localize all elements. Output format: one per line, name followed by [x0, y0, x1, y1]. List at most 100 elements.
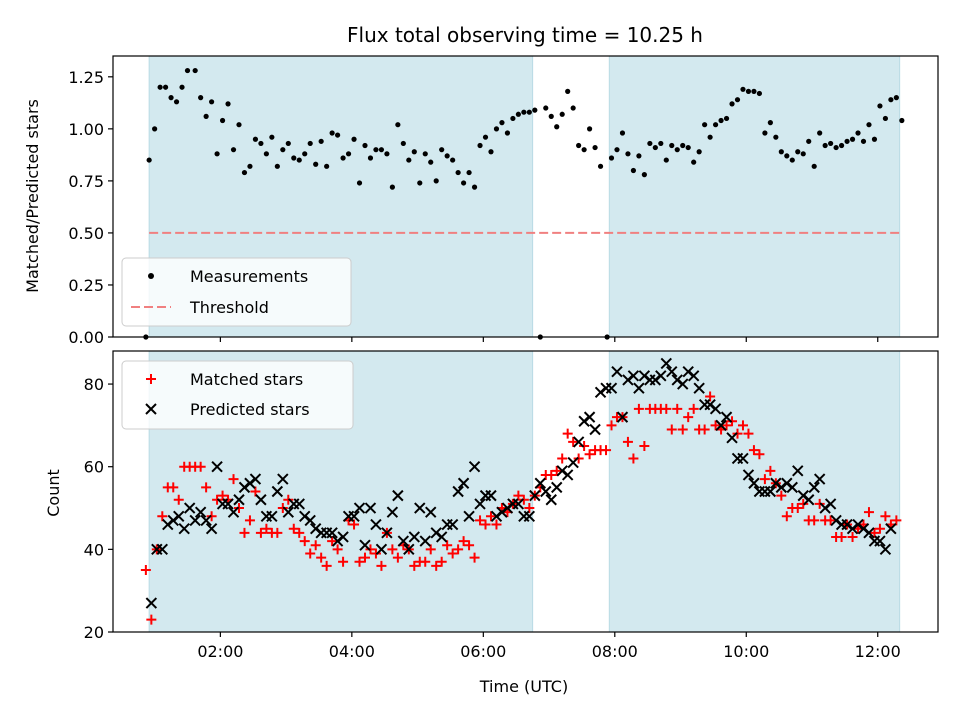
- measurement-point: [280, 147, 286, 153]
- predicted-star-point: [353, 502, 366, 514]
- measurement-point: [586, 126, 593, 132]
- matched-star-point: [633, 403, 644, 414]
- matched-star-point: [776, 490, 787, 501]
- matched-star-point: [217, 490, 228, 501]
- measurement-point: [778, 149, 784, 155]
- predicted-star-point: [425, 506, 437, 518]
- matched-star-point: [869, 527, 880, 538]
- measurement-point: [428, 159, 434, 165]
- predicted-star-point: [419, 535, 431, 547]
- measurement-point: [767, 120, 773, 126]
- measurement-point: [203, 113, 209, 119]
- predicted-star-point: [271, 485, 284, 498]
- matched-star-point: [524, 503, 535, 514]
- predicted-star-point: [742, 469, 755, 481]
- predicted-star-point: [446, 518, 459, 531]
- measurement-point: [893, 95, 899, 101]
- measurement-point: [663, 157, 669, 163]
- measurement-point: [209, 99, 215, 105]
- predicted-star-point: [874, 535, 886, 547]
- measurement-point: [285, 140, 291, 147]
- predicted-star-point: [249, 473, 262, 485]
- measurement-point: [504, 130, 511, 136]
- predicted-star-point: [616, 411, 629, 423]
- measurement-point: [422, 151, 428, 157]
- matched-star-point: [491, 519, 502, 530]
- measurement-point: [828, 140, 834, 147]
- predicted-star-point: [375, 543, 388, 556]
- x-axis-label: Time (UTC): [479, 677, 568, 696]
- predicted-star-point: [211, 460, 223, 473]
- matched-star-point: [480, 519, 491, 530]
- predicted-star-point: [879, 543, 892, 556]
- predicted-star-point: [611, 365, 623, 378]
- matched-star-point: [705, 391, 716, 402]
- predicted-star-point: [737, 452, 749, 465]
- legend-matched-label: Matched stars: [190, 370, 303, 389]
- measurement-point: [702, 122, 708, 128]
- matched-star-point: [442, 540, 453, 551]
- matched-star-point: [863, 507, 874, 518]
- measurement-point: [152, 126, 158, 132]
- measurement-point: [373, 147, 379, 153]
- bottom-panel: 20 40 60 80 02:00 04:00 06:00 08:00 10:00 12:00 Ma…: [84, 350, 939, 661]
- measurement-point: [532, 107, 538, 113]
- measurement-point: [795, 149, 801, 155]
- matched-star-point: [688, 403, 699, 414]
- measurement-point: [658, 140, 664, 147]
- measurement-point: [762, 130, 768, 136]
- measurement-point: [198, 95, 204, 101]
- legend: Matched stars Predicted stars: [121, 360, 354, 430]
- matched-star-point: [475, 515, 486, 526]
- matched-star-point: [568, 436, 579, 447]
- measurement-point: [406, 157, 412, 163]
- matched-star-point: [310, 540, 321, 551]
- measurement-point: [324, 163, 330, 169]
- measurement-point: [751, 88, 757, 94]
- measurement-point: [543, 105, 549, 111]
- matched-star-point: [661, 403, 672, 414]
- measurement-point: [740, 86, 746, 92]
- predicted-star-point: [583, 411, 596, 423]
- predicted-star-point: [381, 527, 393, 539]
- predicted-star-point: [605, 382, 618, 394]
- predicted-star-point: [403, 543, 415, 556]
- measurement-point: [236, 122, 242, 128]
- measurement-point: [680, 142, 686, 149]
- measurement-point: [356, 180, 363, 186]
- measurement-point: [608, 155, 615, 161]
- y-tick-label: 1.25: [68, 68, 104, 87]
- measurement-point: [400, 140, 406, 147]
- predicted-star-point: [803, 494, 815, 506]
- matched-star-point: [354, 556, 365, 567]
- predicted-star-point: [348, 510, 360, 523]
- measurement-point: [899, 117, 905, 124]
- measurement-point: [817, 130, 823, 136]
- matched-star-point: [349, 519, 360, 530]
- legend-matched-marker: [146, 374, 156, 384]
- predicted-star-point: [227, 506, 240, 518]
- matched-star-point: [677, 424, 688, 435]
- predicted-star-point: [205, 522, 218, 535]
- matched-star-point: [288, 523, 299, 534]
- matched-star-point: [601, 445, 612, 456]
- predicted-star-point: [792, 465, 804, 477]
- measurement-point: [444, 153, 450, 159]
- matched-star-point: [469, 552, 480, 563]
- predicted-star-point: [435, 531, 448, 543]
- measurement-point: [307, 140, 313, 147]
- measurement-point: [592, 144, 598, 151]
- measurement-point: [225, 101, 231, 107]
- matched-star-point: [737, 420, 748, 431]
- matched-star-point: [765, 465, 776, 476]
- matched-star-point: [453, 544, 464, 555]
- predicted-star-point: [370, 518, 382, 531]
- measurement-point: [179, 84, 185, 90]
- measurement-point: [822, 142, 828, 149]
- shaded-interval: [608, 350, 901, 633]
- predicted-star-point: [693, 382, 705, 394]
- measurement-point: [219, 117, 226, 124]
- measurement-point: [378, 147, 385, 153]
- matched-star-point: [321, 560, 332, 571]
